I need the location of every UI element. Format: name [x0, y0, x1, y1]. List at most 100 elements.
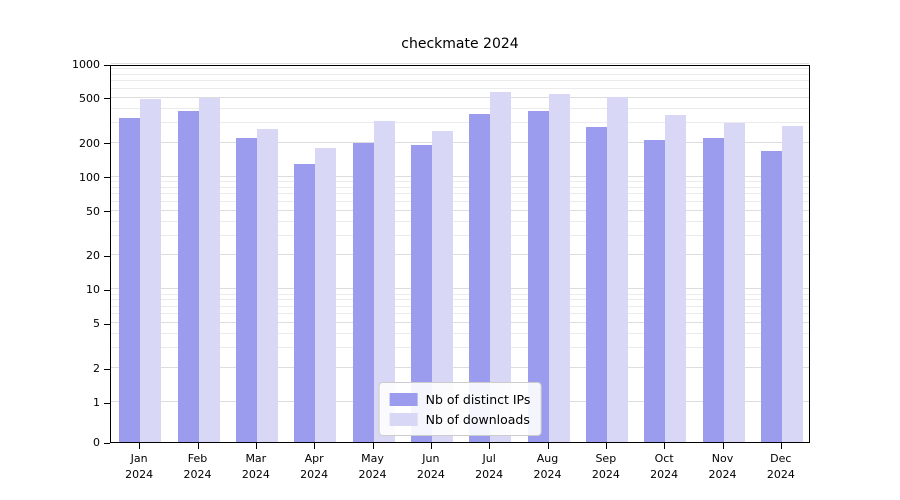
y-tick-mark	[104, 289, 110, 291]
minor-gridline	[111, 121, 809, 123]
y-tick-mark	[104, 98, 110, 100]
minor-gridline	[111, 193, 809, 195]
y-tick-mark	[104, 143, 110, 145]
bar-downloads	[256, 128, 278, 442]
minor-gridline	[111, 347, 809, 349]
x-tick-label: Apr 2024	[300, 452, 329, 481]
x-tick-mark	[780, 443, 782, 449]
major-gridline	[111, 367, 809, 369]
bar-downloads	[665, 114, 687, 442]
chart-title: checkmate 2024	[401, 36, 519, 52]
minor-gridline	[111, 313, 809, 315]
bar-downloads	[140, 98, 162, 442]
x-tick-label: Jul 2024	[475, 452, 504, 481]
minor-gridline	[111, 234, 809, 236]
x-tick-mark	[430, 443, 432, 449]
x-tick-mark	[197, 443, 199, 449]
major-gridline	[111, 96, 809, 98]
x-tick-label: Jun 2024	[416, 452, 445, 481]
bar-downloads	[781, 126, 803, 442]
minor-gridline	[111, 200, 809, 202]
bar-distinct-ips	[527, 111, 549, 442]
bar-downloads	[198, 97, 220, 442]
major-gridline	[111, 63, 809, 64]
major-gridline	[111, 288, 809, 290]
y-tick-mark	[104, 64, 110, 66]
y-tick-label: 1	[93, 396, 100, 409]
bar-distinct-ips	[644, 140, 666, 442]
x-tick-mark	[489, 443, 491, 449]
minor-gridline	[111, 68, 809, 70]
bar-downloads	[431, 130, 453, 442]
bar-downloads	[723, 122, 745, 442]
bar-distinct-ips	[760, 150, 782, 442]
minor-gridline	[111, 180, 809, 182]
y-tick-label: 1000	[72, 58, 100, 71]
y-tick-label: 200	[79, 136, 100, 150]
minor-gridline	[111, 305, 809, 307]
y-tick-label: 100	[79, 170, 100, 184]
minor-gridline	[111, 73, 809, 75]
y-tick-mark	[104, 211, 110, 213]
x-tick-mark	[547, 443, 549, 449]
bar-downloads	[548, 93, 570, 442]
legend: Nb of distinct IPs Nb of downloads	[378, 382, 542, 436]
x-tick-mark	[139, 443, 141, 449]
y-tick-label: 5	[93, 317, 100, 331]
minor-gridline	[111, 333, 809, 335]
bar-downloads	[373, 121, 395, 442]
legend-label-downloads: Nb of downloads	[425, 411, 530, 427]
minor-gridline	[111, 107, 809, 109]
x-tick-label: Oct 2024	[650, 452, 679, 481]
minor-gridline	[111, 293, 809, 295]
x-tick-label: May 2024	[358, 452, 387, 481]
major-gridline	[111, 254, 809, 256]
minor-gridline	[111, 80, 809, 82]
y-tick-mark	[104, 442, 110, 444]
bar-distinct-ips	[702, 138, 724, 442]
bar-distinct-ips	[294, 163, 316, 442]
y-tick-label: 0	[93, 436, 100, 449]
legend-item-distinct-ips: Nb of distinct IPs	[389, 389, 531, 409]
x-tick-label: Aug 2024	[533, 452, 562, 481]
legend-swatch-downloads	[389, 412, 418, 426]
y-tick-label: 2	[93, 362, 100, 376]
bar-distinct-ips	[352, 142, 374, 442]
y-tick-mark	[104, 402, 110, 404]
minor-gridline	[111, 88, 809, 89]
x-tick-mark	[372, 443, 374, 449]
x-tick-label: Jan 2024	[125, 452, 154, 481]
bar-distinct-ips	[177, 111, 199, 442]
major-gridline	[111, 141, 809, 143]
bar-downloads	[490, 91, 512, 442]
y-tick-label: 10	[86, 283, 100, 297]
legend-swatch-distinct-ips	[389, 392, 418, 406]
bar-distinct-ips	[469, 114, 491, 442]
bar-distinct-ips	[119, 118, 141, 442]
x-tick-label: Mar 2024	[241, 452, 270, 481]
major-gridline	[111, 322, 809, 324]
x-tick-label: Nov 2024	[708, 452, 737, 481]
bar-downloads	[606, 96, 628, 442]
x-tick-mark	[664, 443, 666, 449]
y-tick-mark	[104, 255, 110, 257]
x-tick-label: Sep 2024	[591, 452, 620, 481]
y-tick-mark	[104, 177, 110, 179]
x-tick-mark	[605, 443, 607, 449]
x-tick-label: Feb 2024	[183, 452, 212, 481]
legend-label-distinct-ips: Nb of distinct IPs	[425, 391, 531, 407]
y-tick-mark	[104, 323, 110, 325]
y-tick-label: 50	[86, 204, 100, 218]
y-tick-label: 500	[79, 91, 100, 105]
bar-distinct-ips	[410, 145, 432, 442]
bar-distinct-ips	[585, 127, 607, 442]
minor-gridline	[111, 299, 809, 301]
plot-area: Nb of distinct IPs Nb of downloads	[110, 63, 810, 443]
minor-gridline	[111, 220, 809, 222]
major-gridline	[111, 175, 809, 177]
major-gridline	[111, 209, 809, 211]
x-tick-mark	[255, 443, 257, 449]
minor-gridline	[111, 186, 809, 188]
bar-distinct-ips	[235, 138, 257, 442]
